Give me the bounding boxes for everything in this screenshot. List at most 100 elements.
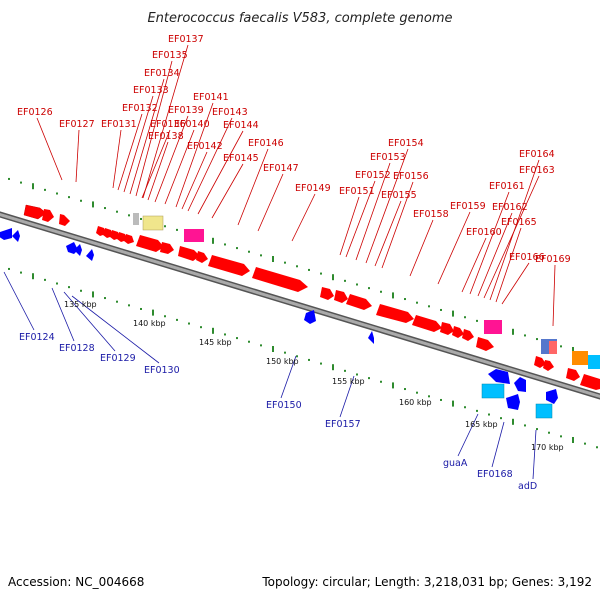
- feature-box-yellow: [142, 215, 164, 231]
- gene-arrow: [124, 234, 134, 244]
- feature-box-magenta: [484, 320, 502, 334]
- minor-tick: [596, 446, 598, 449]
- major-tick: [92, 291, 94, 298]
- leader-line: [175, 102, 214, 208]
- minor-tick: [560, 345, 562, 348]
- minor-tick: [176, 228, 178, 231]
- gene-label: EF0143: [212, 107, 248, 118]
- map-title: Enterococcus faecalis V583, complete gen…: [147, 11, 452, 26]
- major-tick: [272, 256, 274, 263]
- gene-arrow: [0, 228, 12, 240]
- gene-arrow: [86, 249, 94, 261]
- tick-label: 165 kbp: [465, 420, 498, 429]
- minor-tick: [404, 388, 406, 391]
- minor-tick: [104, 207, 106, 210]
- gene-label: EF0160: [466, 227, 502, 238]
- feature-box-mixed: [549, 341, 557, 354]
- feature-box-orange: [572, 351, 588, 365]
- leader-line: [365, 148, 409, 264]
- genome-backbone: [0, 211, 600, 400]
- minor-tick: [368, 377, 370, 380]
- gene-arrow: [178, 246, 200, 261]
- minor-tick: [128, 214, 130, 217]
- gene-arrow: [514, 377, 526, 392]
- feature-box-cyan: [588, 355, 600, 369]
- tick-label: 140 kbp: [133, 319, 166, 328]
- tick-label: 160 kbp: [399, 398, 432, 407]
- gene-label: EF0141: [193, 92, 229, 103]
- bottom-gene-labels: EF0124 EF0128 EF0129 EF0130 EF0150 EF0157 guaA…: [19, 332, 537, 492]
- gene-label: EF0124: [19, 332, 55, 343]
- gene-label: EF0140: [174, 119, 210, 130]
- topology-summary: Topology: circular; Length: 3,218,031 bp…: [261, 575, 592, 589]
- leader-line: [237, 148, 269, 226]
- gene-label: EF0131: [101, 119, 137, 130]
- minor-tick: [524, 334, 526, 337]
- gene-arrow: [74, 244, 82, 256]
- major-tick: [452, 400, 454, 407]
- gene-label: EF0153: [370, 152, 406, 163]
- feature-box-magenta: [184, 229, 204, 242]
- top-gene-labels: EF0126 EF0127 EF0131 EF0132 EF0133 EF0134 EF01…: [17, 34, 571, 265]
- gene-arrow: [543, 360, 554, 371]
- gene-arrow: [304, 310, 316, 324]
- minor-tick: [368, 287, 370, 290]
- leader-line: [374, 200, 402, 267]
- gene-label: EF0136: [150, 119, 186, 130]
- gene-label: EF0128: [59, 343, 95, 354]
- minor-tick: [284, 261, 286, 264]
- gene-arrow: [440, 322, 454, 335]
- tick-label: 170 kbp: [531, 443, 564, 452]
- gene-arrow: [208, 255, 250, 276]
- leader-line: [112, 129, 122, 189]
- minor-tick: [440, 398, 442, 401]
- leader-line: [211, 163, 244, 219]
- gene-label: EF0154: [388, 138, 424, 149]
- gene-label: guaA: [443, 458, 468, 469]
- gene-label: EF0127: [59, 119, 95, 130]
- gene-label: EF0134: [144, 68, 180, 79]
- gene-label: EF0149: [295, 183, 331, 194]
- gene-label: EF0139: [168, 105, 204, 116]
- gene-label: EF0137: [168, 34, 204, 45]
- leader-line: [355, 162, 391, 261]
- major-tick: [572, 346, 574, 353]
- major-tick: [392, 382, 394, 389]
- minor-tick: [140, 307, 142, 310]
- minor-tick: [164, 315, 166, 318]
- gene-label: EF0168: [477, 469, 513, 480]
- minor-tick: [284, 351, 286, 354]
- major-tick: [332, 274, 334, 281]
- leader-line: [117, 113, 143, 191]
- minor-tick: [80, 289, 82, 292]
- gene-arrow: [476, 337, 494, 351]
- minor-tick: [344, 369, 346, 372]
- leader-line: [381, 181, 414, 269]
- gene-label: EF0138: [148, 131, 184, 142]
- minor-tick: [8, 177, 10, 180]
- minor-tick: [488, 413, 490, 416]
- gene-arrow: [412, 315, 442, 332]
- bottom-leader-lines: [3, 271, 537, 480]
- gene-arrow: [252, 267, 308, 292]
- leader-line: [483, 175, 540, 299]
- major-tick: [212, 237, 214, 244]
- minor-tick: [464, 406, 466, 409]
- leader-line: [461, 237, 487, 293]
- minor-tick: [548, 431, 550, 434]
- scale-tick-labels: 135 kbp 140 kbp 145 kbp 150 kbp 155 kbp 160 k…: [64, 300, 564, 452]
- minor-tick: [464, 316, 466, 319]
- gene-label: EF0156: [393, 171, 429, 182]
- gene-arrow: [534, 356, 546, 368]
- minor-tick: [536, 428, 538, 431]
- minor-tick: [380, 380, 382, 383]
- tick-label: 135 kbp: [64, 300, 97, 309]
- minor-tick: [248, 340, 250, 343]
- minor-tick: [380, 290, 382, 293]
- leader-line: [291, 193, 316, 242]
- leader-line: [532, 429, 537, 480]
- minor-tick: [296, 265, 298, 268]
- leader-line: [36, 117, 63, 181]
- gene-label: EF0142: [187, 141, 223, 152]
- major-tick: [512, 328, 514, 335]
